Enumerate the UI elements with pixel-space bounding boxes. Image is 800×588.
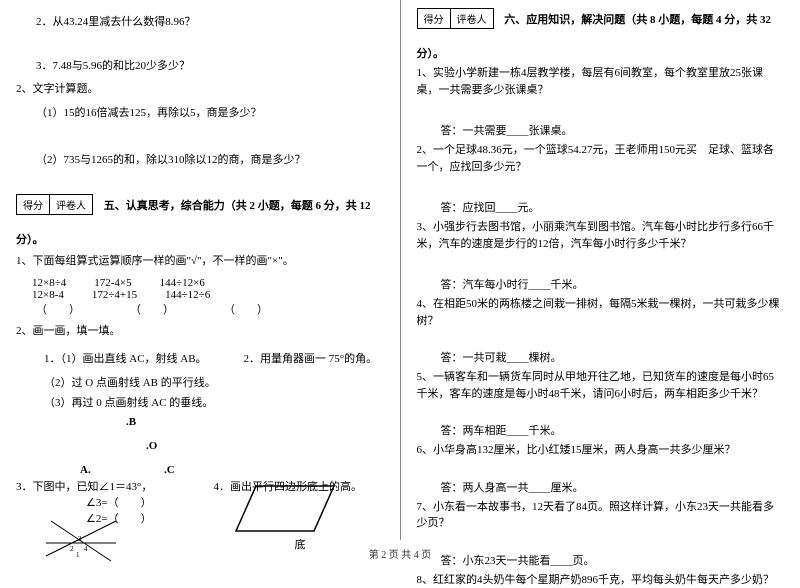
- paren: （ ）: [36, 301, 80, 317]
- q6-1: 1、实验小学新建一栋4层教学楼，每层有6间教室，每个教室里放25张课桌，一共需要…: [417, 65, 785, 98]
- score-box-5: 得分 评卷人 五、认真思考，综合能力（共 2 小题，每题 6 分，共 12: [16, 194, 384, 217]
- q6-7: 7、小东看一本故事书，12天看了84页。照这样计算，小东23天一共能看多少页？: [417, 499, 785, 532]
- s5-q1-row2: 12×8-4 172÷4+15 144÷12÷6: [16, 289, 384, 301]
- s5-q2-2: （2）过 O 点画射线 AB 的平行线。: [44, 374, 384, 390]
- label-b: .B: [126, 416, 136, 428]
- score-label: 得分: [17, 195, 50, 214]
- s5-q1: 1、下面每组算式运算顺序一样的画"√"，不一样的画"×"。: [16, 253, 384, 271]
- score-label: 得分: [418, 9, 451, 28]
- expr: 12×8÷4: [32, 277, 66, 289]
- q6-2: 2、一个足球48.36元，一个篮球54.27元，王老师用150元买 足球、篮球各…: [417, 142, 785, 175]
- score-box-6: 得分 评卷人 六、应用知识，解决问题（共 8 小题，每题 4 分，共 32: [417, 8, 785, 31]
- section-6-title: 六、应用知识，解决问题（共 8 小题，每题 4 分，共 32: [504, 14, 771, 26]
- left-column: 2．从43.24里减去什么数得8.96？ 3．7.48与5.96的和比20少多少…: [0, 0, 401, 540]
- parallelogram-figure: [234, 481, 344, 551]
- q6-6: 6、小华身高132厘米，比小红矮15厘米，两人身高一共多少厘米？: [417, 442, 785, 459]
- expr: 172÷4+15: [92, 289, 137, 301]
- s5-q2-3: （3）再过 0 点画射线 AC 的垂线。: [44, 394, 384, 410]
- expr: 144÷12×6: [160, 277, 205, 289]
- section-5-title-end: 分）。: [16, 234, 44, 246]
- text-calc-q1: （1）15的16倍减去125，再除以5，商是多少？: [16, 105, 384, 123]
- question-2: 2．从43.24里减去什么数得8.96？: [16, 14, 384, 32]
- section-5-title: 五、认真思考，综合能力（共 2 小题，每题 6 分，共 12: [104, 200, 371, 212]
- right-column: 得分 评卷人 六、应用知识，解决问题（共 8 小题，每题 4 分，共 32 分）…: [401, 0, 800, 540]
- angle-figure: 2 3 4 1: [46, 511, 126, 571]
- section-6-title-end: 分）。: [417, 48, 445, 60]
- expr: 172-4×5: [94, 277, 131, 289]
- a6-6: 答：两人身高一共____厘米。: [441, 479, 785, 495]
- s5-q1-row1: 12×8÷4 172-4×5 144÷12×6: [16, 277, 384, 289]
- a6-1: 答：一共需要____张课桌。: [441, 122, 785, 138]
- page-footer: 第 2 页 共 4 页: [0, 546, 800, 561]
- label-c: .C: [164, 464, 175, 476]
- q6-5: 5、一辆客车和一辆货车同时从甲地开往乙地，已知货车的速度是每小时65千米，客车的…: [417, 369, 785, 402]
- text-calc-heading: 2、文字计算题。: [16, 81, 384, 99]
- text-calc-q2: （2）735与1265的和，除以310除以12的商，商是多少？: [16, 152, 384, 170]
- s5-q2-1: 1．（1）画出直线 AC，射线 AB。: [44, 350, 216, 366]
- a6-5: 答：两车相距____千米。: [441, 422, 785, 438]
- label-a: A.: [80, 464, 91, 476]
- s5-q3: 3．下图中，已知∠1＝43°，: [16, 478, 214, 494]
- s5-q3-a: ∠3=（ ）: [16, 494, 214, 510]
- s5-q1-paren-row: （ ） （ ） （ ）: [16, 301, 384, 317]
- a6-3: 答：汽车每小时行____千米。: [441, 276, 785, 292]
- a6-4: 答：一共可栽____棵树。: [441, 349, 785, 365]
- a6-2: 答：应找回____元。: [441, 199, 785, 215]
- expr: 12×8-4: [32, 289, 64, 301]
- question-3: 3．7.48与5.96的和比20少多少？: [16, 58, 384, 76]
- q6-3: 3、小强步行去图书馆，小丽乘汽车到图书馆。汽车每小时比步行多行66千米，汽车的速…: [417, 219, 785, 252]
- paren: （ ）: [224, 301, 268, 317]
- paren: （ ）: [130, 301, 174, 317]
- expr: 144÷12÷6: [165, 289, 210, 301]
- grader-label: 评卷人: [451, 9, 493, 28]
- label-o: .O: [146, 440, 157, 452]
- s5-q2-row1: 1．（1）画出直线 AC，射线 AB。 2．用量角器画一 75°的角。: [16, 346, 384, 370]
- q6-4: 4、在相距50米的两栋楼之间栽一排树，每隔5米栽一棵树，一共可栽多少棵树？: [417, 296, 785, 329]
- s5-q2-1-right: 2．用量角器画一 75°的角。: [244, 350, 384, 366]
- grader-label: 评卷人: [50, 195, 92, 214]
- geometry-area: .B .O A. .C 3．下图中，已知∠1＝43°， ∠3=（ ） ∠2=（ …: [16, 416, 384, 566]
- svg-text:3: 3: [78, 535, 82, 543]
- s5-q2: 2、画一画，填一填。: [16, 323, 384, 341]
- q6-8: 8、红红家的4头奶牛每个星期产奶896千克，平均每头奶牛每天产多少奶？: [417, 572, 785, 588]
